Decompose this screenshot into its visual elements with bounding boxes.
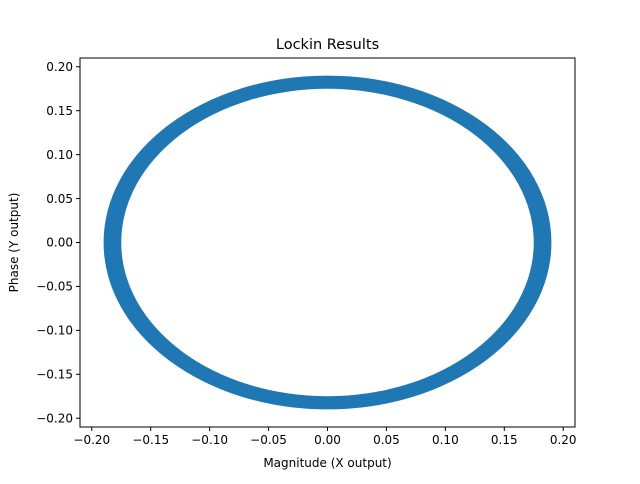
x-axis-ticks: −0.20 −0.15 −0.10 −0.05 0.00 0.05 0.10 0.15 0.20 <box>73 427 577 447</box>
y-tick-label: −0.20 <box>36 411 73 425</box>
x-tick-label: −0.05 <box>250 433 287 447</box>
y-tick-label: −0.10 <box>36 324 73 338</box>
data-series-ring-0 <box>103 75 552 410</box>
x-tick-label: 0.10 <box>432 433 459 447</box>
y-tick-label: 0.15 <box>46 104 73 118</box>
y-tick-label: 0.00 <box>46 236 73 250</box>
x-tick-label: −0.15 <box>132 433 169 447</box>
x-tick-label: 0.20 <box>550 433 577 447</box>
axes-frame <box>79 57 576 428</box>
y-tick-label: −0.15 <box>36 367 73 381</box>
chart-title: Lockin Results <box>276 37 379 53</box>
x-tick-label: 0.05 <box>373 433 400 447</box>
x-tick-label: 0.00 <box>314 433 341 447</box>
y-tick-label: 0.10 <box>46 148 73 162</box>
x-tick-label: 0.15 <box>491 433 518 447</box>
y-tick-label: 0.20 <box>46 60 73 74</box>
y-axis-ticks: −0.20 −0.15 −0.10 −0.05 0.00 0.05 0.10 0.15 0.20 <box>36 60 80 425</box>
x-axis-label: Magnitude (X output) <box>263 456 391 470</box>
y-axis-label: Phase (Y output) <box>7 193 21 293</box>
y-tick-label: 0.05 <box>46 192 73 206</box>
x-tick-label: −0.20 <box>73 433 110 447</box>
plot-area <box>103 75 552 410</box>
y-tick-label: −0.05 <box>36 280 73 294</box>
x-tick-label: −0.10 <box>191 433 228 447</box>
